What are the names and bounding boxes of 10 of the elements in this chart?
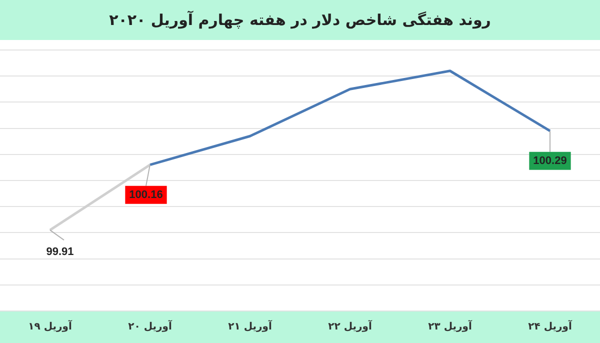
x-tick-label: ۲۱ آوریل [228, 320, 272, 333]
chart-title: روند هفتگی شاخص دلار در هفته چهارم آوریل ۲۰۲۰ [0, 0, 600, 40]
x-tick-label: ۲۳ آوریل [428, 320, 472, 333]
x-tick-label: ۱۹ آوریل [28, 320, 72, 333]
data-label: 100.29 [533, 154, 567, 167]
data-label: 99.91 [46, 246, 74, 258]
x-tick-label: ۲۲ آوریل [328, 320, 372, 333]
x-tick-label: ۲۴ آوریل [528, 320, 572, 333]
data-label: 100.16 [129, 188, 163, 201]
x-tick-label: ۲۰ آوریل [128, 320, 172, 333]
